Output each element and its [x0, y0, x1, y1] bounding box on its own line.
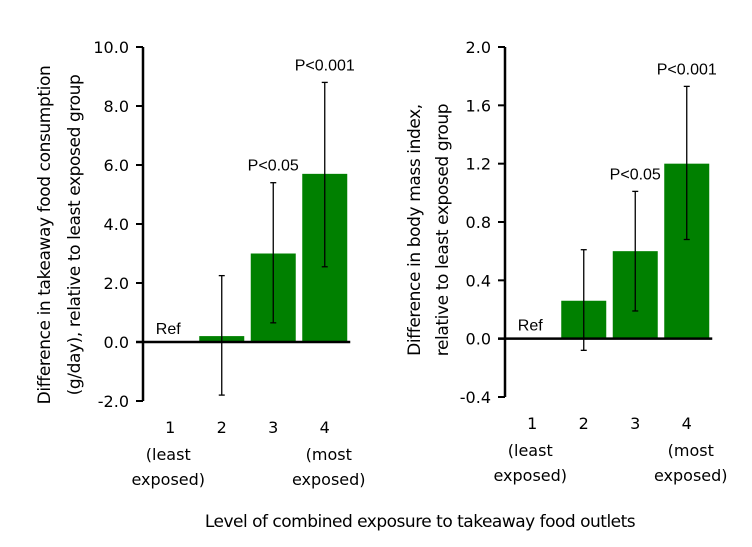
y-tick-label: -2.0	[98, 392, 129, 411]
y-tick-label: 8.0	[104, 97, 129, 116]
x-tick-sublabel: (most	[668, 441, 714, 460]
x-tick-label: 4	[320, 418, 330, 437]
y-tick-label: 0.8	[466, 213, 491, 232]
y-axis-label: (g/day), relative to least exposed group	[65, 75, 85, 396]
y-tick-label: 1.2	[466, 155, 491, 174]
x-tick-label: 3	[630, 414, 640, 433]
x-tick-sublabel: exposed)	[493, 466, 567, 485]
x-tick-sublabel: exposed)	[292, 470, 366, 489]
y-tick-label: -0.4	[460, 388, 491, 407]
x-tick-sublabel: (least	[508, 441, 553, 460]
y-tick-label: 2.0	[104, 274, 129, 293]
x-tick-label: 1	[527, 414, 537, 433]
x-tick-label: 2	[217, 418, 227, 437]
annotation-label: P<0.05	[610, 166, 661, 183]
x-tick-sublabel: exposed)	[654, 466, 728, 485]
y-tick-label: 0.0	[104, 333, 129, 352]
chart-takeaway-consumption: -2.0 0.0 2.0 4.0 6.0 8.0 10.0 Ref P<0.05 P<0.001 1…	[35, 38, 366, 489]
annotation-label: P<0.001	[657, 61, 717, 78]
chart-bmi: -0.4 0.0 0.4 0.8 1.2 1.6 2.0 Ref P<0.05 P<0.001 1 (…	[405, 38, 728, 485]
y-tick-label: 2.0	[466, 38, 491, 57]
shared-x-axis-label: Level of combined exposure to takeaway f…	[205, 512, 636, 532]
y-axis-label: Difference in takeaway food consumption	[35, 66, 55, 405]
x-tick-label: 1	[165, 418, 175, 437]
annotation-label: Ref	[156, 321, 181, 338]
x-tick-sublabel: exposed)	[131, 470, 205, 489]
x-tick-sublabel: (most	[306, 445, 352, 464]
x-tick-sublabel: (least	[146, 445, 191, 464]
y-tick-label: 10.0	[93, 38, 129, 57]
y-tick-label: 0.4	[466, 271, 491, 290]
y-axis-label: Difference in body mass index,	[405, 104, 425, 356]
x-tick-label: 3	[268, 418, 278, 437]
y-tick-label: 1.6	[466, 96, 491, 115]
y-tick-label: 0.0	[466, 330, 491, 349]
annotation-label: P<0.05	[248, 158, 299, 175]
annotation-label: Ref	[518, 318, 543, 335]
x-tick-label: 2	[579, 414, 589, 433]
x-tick-label: 4	[682, 414, 692, 433]
y-tick-label: 4.0	[104, 215, 129, 234]
y-tick-label: 6.0	[104, 156, 129, 175]
annotation-label: P<0.001	[295, 57, 355, 74]
y-axis-label: relative to least exposed group	[433, 104, 453, 356]
